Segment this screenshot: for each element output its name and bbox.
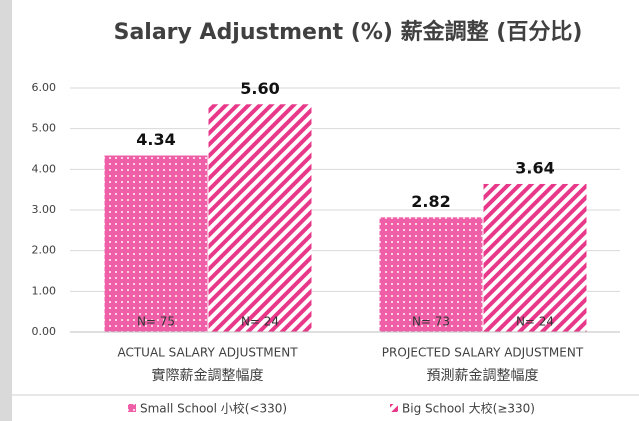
legend-label: Big School 大校(≥330) [402, 401, 535, 416]
bar [379, 217, 483, 332]
data-label: 5.60 [240, 79, 279, 98]
x-tick-label: ACTUAL SALARY ADJUSTMENT [117, 346, 298, 360]
bar [104, 155, 208, 332]
n-label: N= 73 [412, 315, 450, 329]
y-tick-label: 5.00 [32, 122, 57, 135]
x-tick-label: 預測薪金調整幅度 [427, 368, 539, 384]
n-label: N= 75 [137, 315, 175, 329]
y-tick-label: 6.00 [32, 81, 57, 94]
data-label: 3.64 [515, 158, 554, 177]
y-tick-label: 2.00 [32, 244, 57, 257]
y-tick-label: 1.00 [32, 284, 57, 297]
legend-swatch [128, 404, 136, 412]
left-band [0, 0, 12, 421]
y-tick-label: 4.00 [32, 162, 57, 175]
data-label: 4.34 [136, 130, 175, 149]
legend-label: Small School 小校(<330) [140, 401, 287, 416]
legend-swatch [390, 404, 398, 412]
chart-title: Salary Adjustment (%) 薪金調整 (百分比) [114, 19, 583, 45]
x-tick-label: 實際薪金調整幅度 [152, 367, 264, 384]
bar [208, 104, 312, 333]
bar [483, 183, 587, 332]
n-label: N= 24 [516, 315, 554, 329]
y-tick-label: 3.00 [32, 203, 57, 216]
n-label: N= 24 [241, 315, 279, 329]
x-tick-label: PROJECTED SALARY ADJUSTMENT [382, 346, 584, 360]
data-label: 2.82 [411, 192, 450, 211]
y-tick-label: 0.00 [32, 325, 57, 338]
